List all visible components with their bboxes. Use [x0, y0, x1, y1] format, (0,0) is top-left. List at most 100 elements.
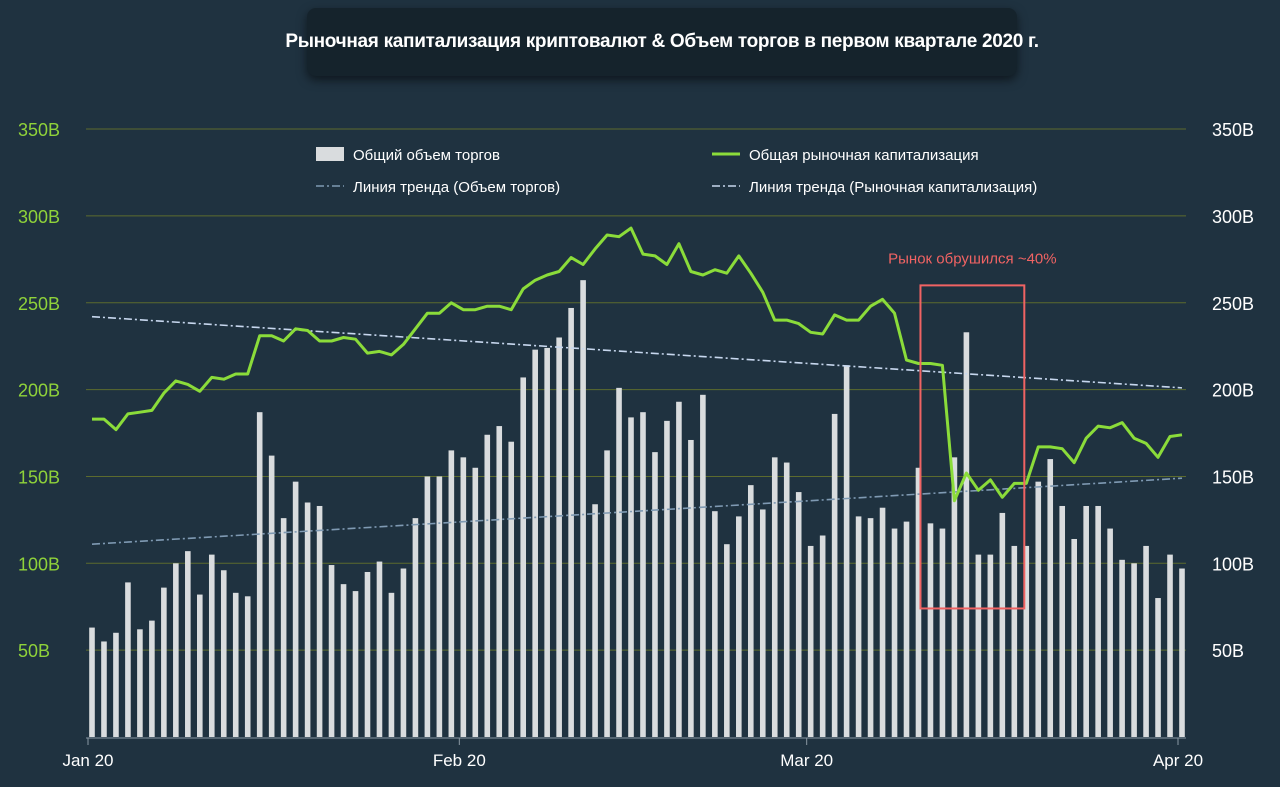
volume-bar [1131, 563, 1137, 737]
trendline-volume [91, 477, 1183, 545]
market-cap-line [92, 226, 1183, 503]
volume-bar [807, 545, 814, 737]
volume-bar [1023, 545, 1030, 737]
volume-bar [688, 439, 694, 737]
volume-bar [879, 507, 886, 737]
volume-bar [448, 450, 455, 737]
volume-bar [891, 528, 898, 737]
volume-bar [1059, 505, 1066, 737]
volume-bar [1143, 545, 1149, 737]
y-tick-label-left: 100B [18, 554, 60, 574]
volume-bar [664, 420, 670, 737]
y-tick-label-left: 300B [18, 207, 60, 227]
volume-bar [496, 426, 503, 737]
volume-bar [544, 347, 550, 737]
volume-bar [604, 450, 610, 737]
volume-bar [700, 394, 706, 737]
volume-bar [951, 457, 958, 737]
volume-bar [113, 632, 119, 737]
volume-bar [747, 485, 754, 737]
volume-bar [867, 518, 874, 737]
volume-bar [388, 592, 395, 737]
volume-bar [676, 401, 682, 737]
crash-annotation: Рынок обрушился ~40% [888, 250, 1057, 267]
volume-bar [376, 561, 383, 737]
volume-bar [185, 551, 191, 737]
x-tick-label: Jan 20 [62, 751, 113, 770]
legend-swatch-volume [316, 147, 344, 161]
volume-bar [640, 412, 646, 737]
volume-bar [244, 596, 251, 737]
volume-bar [436, 476, 443, 737]
volume-bar [771, 457, 778, 737]
y-tick-label-right: 50B [1212, 641, 1244, 661]
volume-bar [352, 591, 359, 737]
volume-bar [364, 571, 371, 737]
legend-label: Общий объем торгов [353, 147, 500, 164]
y-tick-label-left: 200B [18, 381, 60, 401]
y-tick-label-right: 250B [1212, 294, 1254, 314]
volume-bar [220, 570, 227, 737]
volume-bar [987, 554, 994, 737]
volume-bar [424, 476, 431, 737]
y-tick-label-right: 150B [1212, 467, 1254, 487]
volume-bar [304, 502, 311, 737]
volume-bar [232, 592, 239, 737]
volume-bar [508, 441, 515, 737]
x-tick-label: Apr 20 [1153, 751, 1203, 770]
volume-bar [1011, 545, 1018, 737]
volume-bar [149, 620, 155, 737]
volume-bar [268, 455, 275, 737]
volume-bar [173, 563, 179, 737]
volume-bar [101, 641, 107, 737]
volume-bar [484, 434, 491, 737]
y-tick-label-right: 100B [1212, 554, 1254, 574]
volume-bar [1107, 528, 1113, 737]
volume-bar [400, 568, 407, 737]
volume-bar [1095, 505, 1101, 737]
volume-bar [652, 452, 658, 737]
volume-bar [616, 387, 622, 737]
chart-title: Рыночная капитализация криптовалют & Объ… [285, 31, 1039, 52]
volume-bar [592, 504, 598, 737]
volume-bar [1047, 459, 1054, 737]
volume-bar [712, 511, 718, 737]
volume-bar [939, 528, 946, 737]
volume-bar [208, 554, 215, 737]
volume-bar [412, 518, 419, 737]
volume-bar [280, 518, 287, 737]
volume-bar [568, 307, 574, 737]
volume-bar [843, 365, 850, 737]
volume-bar [795, 492, 802, 737]
x-tick-label: Feb 20 [433, 751, 486, 770]
volume-bar [1119, 559, 1125, 737]
volume-bar [125, 582, 131, 737]
y-tick-label-right: 350B [1212, 120, 1254, 140]
volume-bar [736, 516, 742, 737]
volume-bar [1071, 538, 1077, 737]
volume-bar [1179, 568, 1185, 737]
crash-highlight-box [919, 284, 1026, 610]
volume-bar [927, 523, 934, 737]
volume-bar [256, 412, 263, 737]
volume-bar [137, 629, 143, 737]
volume-bar [328, 565, 335, 737]
volume-bar [855, 516, 862, 737]
volume-bar [556, 337, 562, 737]
volume-bar [197, 594, 203, 737]
volume-bar [460, 457, 467, 737]
volume-bar [580, 280, 586, 737]
volume-bar [903, 521, 910, 737]
volume-bar [783, 462, 790, 737]
volume-bar [161, 587, 167, 737]
volume-bar [999, 512, 1006, 737]
y-tick-label-left: 350B [18, 120, 60, 140]
volume-bar [1035, 481, 1042, 737]
volume-bar [340, 584, 347, 737]
volume-bar [831, 413, 838, 737]
y-tick-label-left: 150B [18, 467, 60, 487]
volume-bar [915, 467, 922, 737]
trendline-market-cap [91, 315, 1183, 389]
volume-bar [628, 417, 634, 737]
